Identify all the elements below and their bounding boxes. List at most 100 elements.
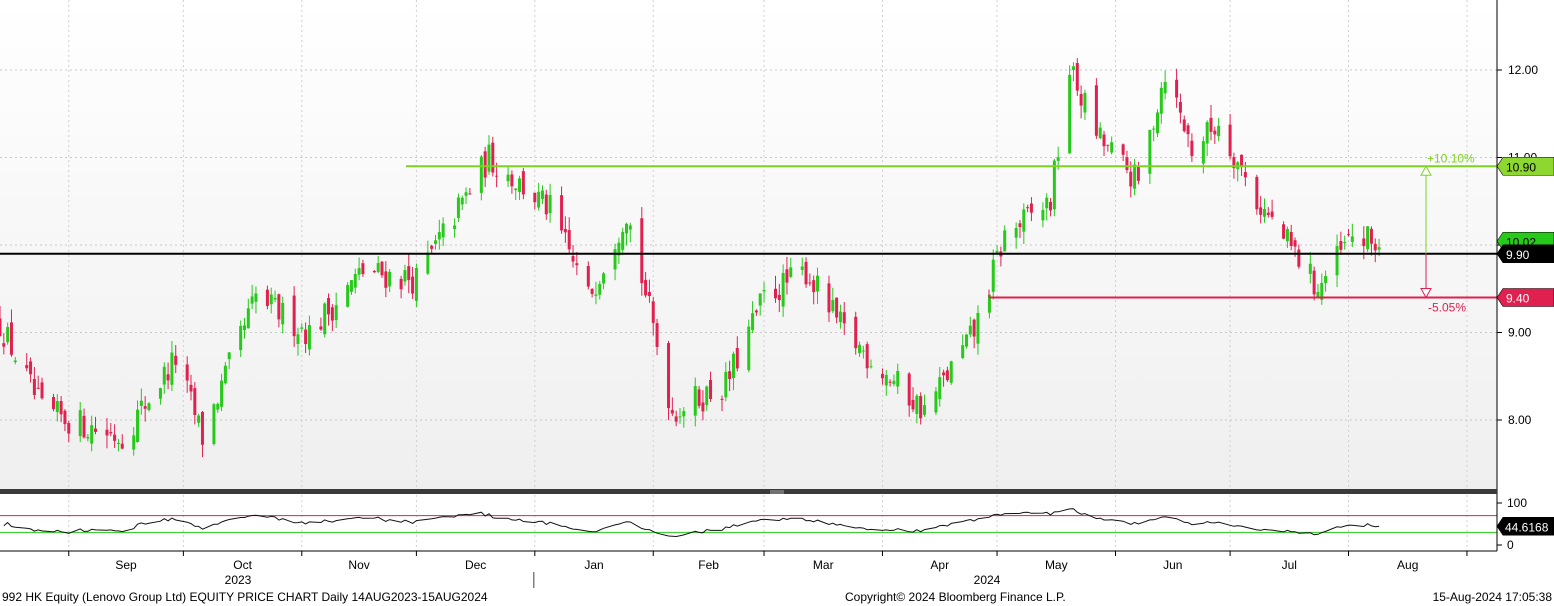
candle-body [544,194,548,215]
candle-body [361,263,365,275]
candle-body [200,411,204,445]
candle-body [968,325,972,335]
candle-body [919,396,923,419]
candle-body [602,273,606,284]
candle-body [613,249,617,270]
candle-body [346,284,350,307]
candle-body [1282,224,1286,239]
candle-body [1045,197,1049,209]
candle-body [82,415,86,438]
candle-body [227,352,231,360]
candle-body [220,380,224,407]
candle-body [735,347,739,369]
candle-body [1156,112,1160,134]
candle-body [327,298,331,315]
candle-body [1205,122,1209,144]
candle-body [858,344,862,353]
candle-body [804,261,808,285]
candle-body [571,256,575,262]
candle-body [594,294,598,296]
candle-body [376,263,380,272]
candle-body [777,294,781,301]
candle-body [1133,164,1137,189]
candle-body [189,384,193,392]
upper-change-label: +10.10% [1427,151,1475,165]
candle-body [407,266,411,281]
candle-body [1125,157,1129,171]
candle-body [674,416,678,422]
candle-body [1343,242,1347,244]
candle-body [1217,125,1221,137]
candle-body [728,371,732,379]
month-label: Oct [233,558,252,572]
candle-body [166,374,170,381]
candle-body [1240,154,1244,167]
candle-body [938,377,942,400]
candle-body [441,223,445,238]
month-label: Nov [348,558,369,572]
candle-body [212,404,216,445]
candle-body [1049,201,1053,211]
year-label: 2023 [225,573,252,587]
candle-body [40,382,44,399]
candle-body [254,293,258,302]
candle-body [1312,270,1316,295]
candle-body [116,442,120,444]
candle-body [250,296,254,304]
candle-body [560,195,564,231]
down-arrow-head [1420,288,1432,299]
candle-body [1102,134,1106,147]
candle-body [838,311,842,323]
candle-body [548,195,552,214]
candle-body [1228,124,1232,157]
candle-body [1262,208,1266,217]
month-label: Feb [698,558,719,572]
candle-body [1148,129,1152,174]
candle-body [120,443,124,449]
candle-body [487,144,491,172]
candle-body [751,313,755,330]
level-lines [0,165,1497,299]
price-tick-label: 12.00 [1508,63,1538,77]
candle-body [292,295,296,337]
candle-body [411,276,415,294]
price-tick-label: 8.00 [1508,413,1532,427]
candle-body [842,312,846,324]
candle-body [575,263,579,266]
current-level-tag: 9.90 [1496,244,1554,264]
candle-body [880,373,884,379]
candle-body [869,366,873,368]
candle-body [896,371,900,387]
candle-body [1136,165,1140,181]
candle-body [1377,247,1381,250]
current-level-label: 9.90 [1506,248,1530,262]
candle-body [242,325,246,331]
candle-body [800,266,804,270]
candle-body [1029,203,1033,213]
candle-body [598,284,602,295]
candle-body [109,432,113,434]
candle-body [495,175,499,177]
candle-body [9,322,13,355]
candle-body [437,232,441,240]
candle-body [300,327,304,329]
candle-body [307,325,311,350]
candle-body [353,274,357,288]
candle-body [965,334,969,347]
candle-body [216,403,220,410]
candle-body [670,410,674,414]
candle-body [831,299,835,312]
candle-body [884,374,888,386]
candle-body [521,171,525,195]
candle-body [1110,142,1114,153]
candle-body [1014,227,1018,238]
candle-body [628,225,632,230]
candle-body [1071,66,1075,70]
candle-body [747,326,751,371]
candle-body [1259,207,1263,215]
candle-body [55,401,59,413]
candle-body [647,292,651,297]
candle-body [835,297,839,318]
candle-body [1270,211,1274,217]
candle-body [6,326,10,343]
